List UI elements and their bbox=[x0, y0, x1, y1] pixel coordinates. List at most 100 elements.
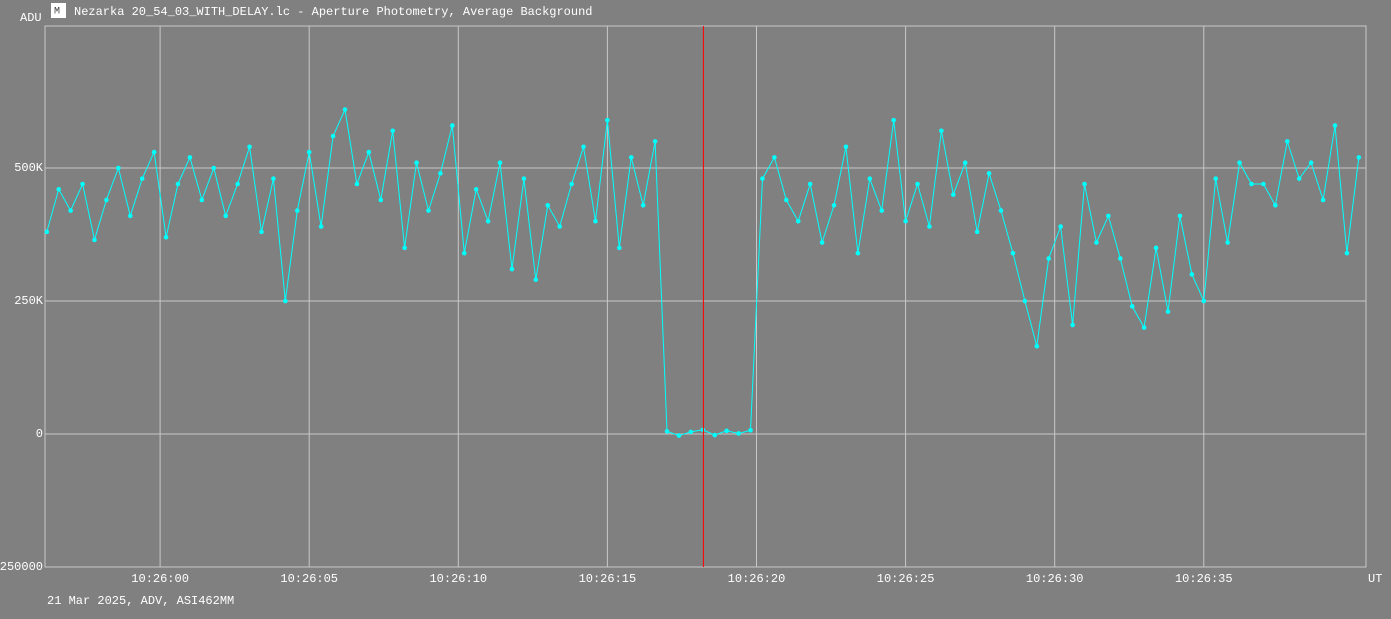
data-point bbox=[1201, 298, 1207, 304]
data-point bbox=[223, 213, 229, 219]
data-point bbox=[390, 128, 395, 134]
data-point bbox=[676, 433, 682, 438]
data-point bbox=[1058, 224, 1063, 229]
x-tick-label: 10:26:25 bbox=[877, 572, 935, 586]
data-point bbox=[593, 218, 598, 224]
data-point bbox=[402, 245, 407, 251]
data-point bbox=[939, 128, 944, 134]
data-point bbox=[915, 181, 920, 187]
data-point bbox=[438, 171, 443, 176]
data-point bbox=[461, 250, 467, 256]
data-point bbox=[199, 197, 205, 203]
data-point bbox=[92, 237, 97, 243]
data-point bbox=[831, 202, 837, 208]
data-point bbox=[1344, 250, 1350, 256]
data-point bbox=[1070, 322, 1075, 328]
data-point bbox=[426, 208, 431, 213]
data-point bbox=[569, 181, 574, 187]
data-point bbox=[962, 160, 968, 166]
data-point bbox=[1320, 197, 1326, 203]
data-point bbox=[795, 218, 801, 224]
data-point bbox=[1022, 298, 1028, 304]
data-point bbox=[700, 427, 706, 433]
data-point bbox=[354, 181, 360, 187]
data-point bbox=[748, 427, 753, 433]
data-point bbox=[557, 224, 562, 229]
data-point bbox=[688, 429, 694, 435]
x-tick-label: 10:26:00 bbox=[131, 572, 189, 586]
data-point bbox=[485, 218, 491, 224]
data-point bbox=[1225, 240, 1230, 245]
data-point bbox=[605, 117, 610, 123]
y-tick-label: -250000 bbox=[0, 560, 43, 574]
data-point bbox=[509, 266, 515, 272]
x-tick-label: 10:26:15 bbox=[579, 572, 637, 586]
data-point bbox=[378, 197, 384, 203]
data-point bbox=[294, 208, 300, 213]
data-point bbox=[1117, 256, 1123, 261]
data-point bbox=[628, 155, 634, 160]
footer: 21 Mar 2025, ADV, ASI462MM bbox=[47, 594, 234, 608]
data-point bbox=[1094, 240, 1099, 245]
data-point bbox=[1106, 213, 1111, 219]
data-point bbox=[855, 250, 861, 256]
data-point bbox=[1177, 213, 1183, 219]
x-axis-label: UT bbox=[1368, 572, 1382, 586]
data-point bbox=[56, 187, 62, 192]
data-point bbox=[247, 144, 252, 150]
app-icon bbox=[51, 3, 66, 18]
data-point bbox=[950, 192, 956, 197]
data-point bbox=[211, 165, 217, 171]
data-point bbox=[974, 229, 980, 235]
x-tick-label: 10:26:05 bbox=[280, 572, 338, 586]
data-point bbox=[306, 149, 312, 155]
data-point bbox=[1284, 139, 1290, 144]
data-point bbox=[772, 155, 777, 160]
data-line bbox=[46, 107, 1360, 437]
data-point bbox=[891, 117, 896, 123]
data-point bbox=[1153, 245, 1159, 251]
data-point bbox=[342, 107, 348, 112]
data-point bbox=[1046, 256, 1052, 261]
data-point bbox=[664, 429, 670, 434]
data-point bbox=[640, 202, 646, 208]
data-point bbox=[927, 224, 932, 229]
data-point bbox=[724, 428, 729, 434]
data-point bbox=[545, 202, 551, 208]
x-tick-label: 10:26:30 bbox=[1026, 572, 1084, 586]
data-point bbox=[104, 197, 109, 203]
data-point bbox=[736, 431, 741, 436]
data-point bbox=[163, 234, 169, 240]
data-point bbox=[80, 181, 85, 187]
data-point bbox=[1308, 160, 1314, 166]
data-point bbox=[259, 229, 264, 235]
data-point bbox=[1034, 343, 1040, 349]
data-point bbox=[521, 176, 527, 181]
data-point bbox=[1141, 325, 1147, 330]
data-point bbox=[127, 213, 133, 219]
data-point bbox=[1237, 160, 1242, 166]
data-point bbox=[1189, 272, 1195, 277]
data-point bbox=[903, 218, 908, 224]
data-point bbox=[843, 144, 849, 150]
data-point bbox=[533, 277, 539, 283]
data-point bbox=[497, 160, 503, 166]
data-point bbox=[712, 432, 718, 438]
data-point bbox=[473, 187, 479, 192]
data-point bbox=[116, 165, 121, 171]
data-point bbox=[139, 176, 145, 181]
data-point bbox=[581, 144, 586, 150]
data-point bbox=[44, 229, 50, 235]
y-axis-label: ADU bbox=[20, 11, 42, 25]
data-point bbox=[68, 208, 73, 213]
data-point bbox=[414, 160, 419, 166]
y-tick-label: 0 bbox=[36, 427, 43, 441]
data-point bbox=[879, 208, 885, 213]
data-point bbox=[235, 181, 240, 187]
data-point bbox=[986, 171, 992, 176]
data-point bbox=[450, 123, 455, 128]
data-point bbox=[1356, 155, 1362, 160]
app-icon-glyph: M bbox=[54, 7, 60, 18]
data-point bbox=[1273, 202, 1278, 208]
